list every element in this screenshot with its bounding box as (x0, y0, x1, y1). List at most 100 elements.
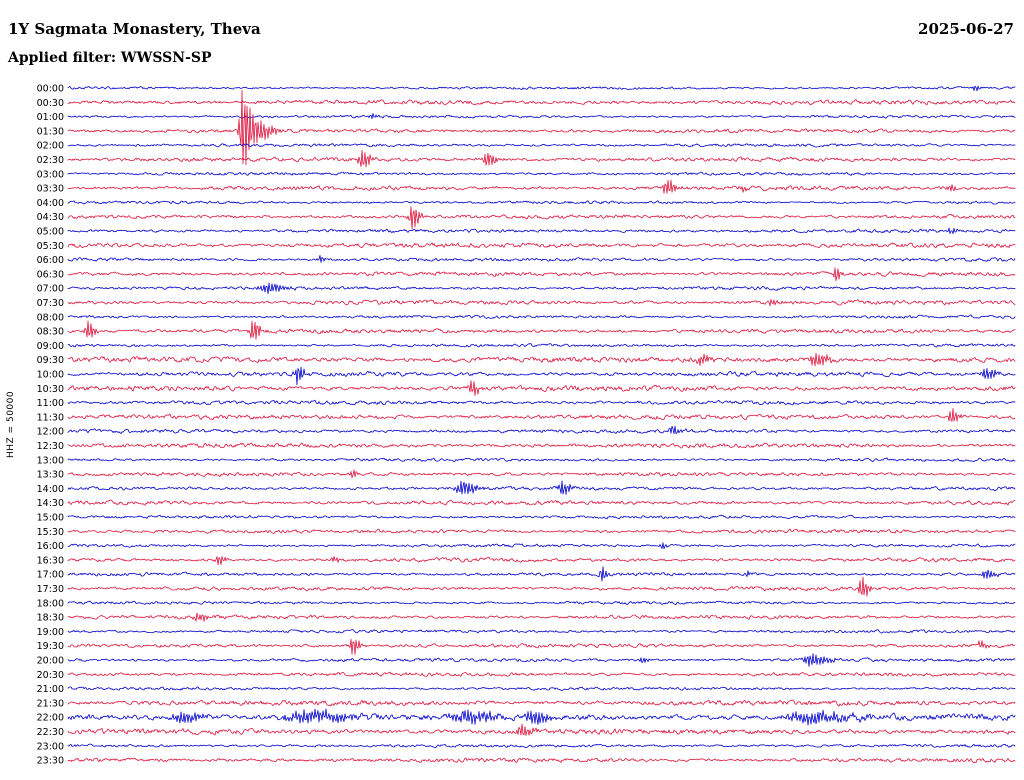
seismogram-trace-22:30 (67, 723, 1016, 736)
row-time-label: 18:30 (37, 613, 64, 624)
seismogram-trace-19:00 (67, 629, 1016, 634)
seismogram-trace-05:00 (67, 227, 1016, 235)
seismogram-trace-10:00 (67, 366, 1016, 386)
row-time-label: 00:30 (37, 98, 64, 109)
seismogram-trace-04:30 (67, 206, 1016, 230)
seismogram-trace-11:30 (67, 407, 1016, 422)
row-time-label: 02:30 (37, 155, 64, 166)
seismogram-trace-17:30 (67, 576, 1016, 597)
row-time-label: 17:00 (37, 570, 64, 581)
seismogram-trace-20:00 (67, 653, 1016, 667)
seismogram-trace-00:30 (67, 99, 1016, 106)
row-time-label: 23:30 (37, 756, 64, 767)
row-time-label: 10:30 (37, 384, 64, 395)
row-time-label: 19:30 (37, 641, 64, 652)
row-time-label: 20:00 (37, 656, 64, 667)
row-time-label: 16:30 (37, 555, 64, 566)
row-time-label: 05:30 (37, 241, 64, 252)
seismogram-trace-19:30 (67, 638, 1016, 655)
row-time-label: 07:30 (37, 298, 64, 309)
row-time-label: 21:00 (37, 684, 64, 695)
seismogram-trace-14:00 (67, 480, 1016, 495)
row-time-label: 10:00 (37, 370, 64, 381)
row-time-label: 17:30 (37, 584, 64, 595)
row-time-label: 11:00 (37, 398, 64, 409)
row-time-label: 19:00 (37, 627, 64, 638)
row-time-label: 01:30 (37, 126, 64, 137)
seismogram-trace-07:30 (67, 298, 1016, 307)
row-time-label: 15:30 (37, 527, 64, 538)
seismogram-trace-15:00 (67, 514, 1016, 520)
seismogram-trace-08:00 (67, 314, 1016, 319)
row-time-label: 03:00 (37, 169, 64, 180)
seismogram-trace-17:00 (67, 566, 1016, 582)
row-time-label: 11:30 (37, 412, 64, 423)
seismogram-trace-11:00 (67, 399, 1016, 406)
seismogram-trace-05:30 (67, 242, 1016, 249)
seismogram-trace-23:00 (67, 743, 1016, 749)
seismogram-trace-03:30 (67, 179, 1016, 194)
row-time-label: 18:00 (37, 598, 64, 609)
seismogram-trace-01:00 (67, 113, 1016, 119)
seismogram-trace-06:30 (67, 267, 1016, 282)
seismogram-trace-12:00 (67, 425, 1016, 435)
row-time-label: 22:00 (37, 713, 64, 724)
seismogram-trace-16:00 (67, 542, 1016, 550)
seismogram-trace-18:00 (67, 600, 1016, 605)
seismogram-trace-03:00 (67, 171, 1016, 176)
row-time-label: 08:00 (37, 312, 64, 323)
row-time-label: 09:30 (37, 355, 64, 366)
row-time-label: 05:00 (37, 227, 64, 238)
seismogram-trace-00:00 (67, 85, 1016, 92)
row-time-label: 16:00 (37, 541, 64, 552)
row-time-label: 06:00 (37, 255, 64, 266)
seismogram-trace-08:30 (67, 320, 1016, 340)
row-time-label: 00:00 (37, 84, 64, 95)
seismogram-trace-07:00 (67, 282, 1016, 295)
seismogram-trace-18:30 (67, 612, 1016, 622)
seismogram-trace-04:00 (67, 200, 1016, 205)
seismogram-trace-09:00 (67, 343, 1016, 348)
row-time-label: 04:00 (37, 198, 64, 209)
row-time-label: 14:00 (37, 484, 64, 495)
applied-filter-label: Applied filter: WWSSN-SP (8, 50, 212, 66)
seismogram-trace-14:30 (67, 499, 1016, 506)
row-time-label: 13:00 (37, 455, 64, 466)
seismogram-trace-16:30 (67, 556, 1016, 566)
seismogram-trace-10:30 (67, 380, 1016, 396)
row-time-label: 08:30 (37, 327, 64, 338)
row-time-label: 12:00 (37, 427, 64, 438)
seismogram-trace-21:00 (67, 686, 1016, 691)
seismogram-trace-13:30 (67, 469, 1016, 479)
row-time-label: 02:00 (37, 141, 64, 152)
seismogram-trace-23:30 (67, 757, 1016, 764)
seismogram-trace-15:30 (67, 528, 1016, 534)
row-time-label: 04:30 (37, 212, 64, 223)
seismogram-trace-01:30 (67, 89, 1016, 166)
seismogram-trace-02:00 (67, 143, 1016, 148)
seismogram-trace-22:00 (67, 708, 1016, 726)
seismogram-trace-20:30 (67, 671, 1016, 677)
row-time-label: 15:00 (37, 513, 64, 524)
row-time-label: 01:00 (37, 112, 64, 123)
station-title: 1Y Sagmata Monastery, Theva (8, 20, 261, 38)
row-time-label: 22:30 (37, 727, 64, 738)
date-label: 2025-06-27 (918, 20, 1014, 38)
row-time-label: 20:30 (37, 670, 64, 681)
row-time-label: 09:00 (37, 341, 64, 352)
row-time-label: 12:30 (37, 441, 64, 452)
seismogram-trace-09:30 (67, 352, 1016, 367)
seismogram-trace-06:00 (67, 254, 1016, 263)
row-time-label: 07:00 (37, 284, 64, 295)
row-time-label: 21:30 (37, 698, 64, 709)
seismogram-trace-02:30 (67, 149, 1016, 168)
seismogram-trace-12:30 (67, 442, 1016, 449)
row-time-label: 06:30 (37, 269, 64, 280)
row-time-label: 23:00 (37, 741, 64, 752)
row-time-label: 13:30 (37, 470, 64, 481)
seismogram-trace-13:00 (67, 457, 1016, 463)
seismogram-trace-21:30 (67, 699, 1016, 707)
row-time-label: 14:30 (37, 498, 64, 509)
